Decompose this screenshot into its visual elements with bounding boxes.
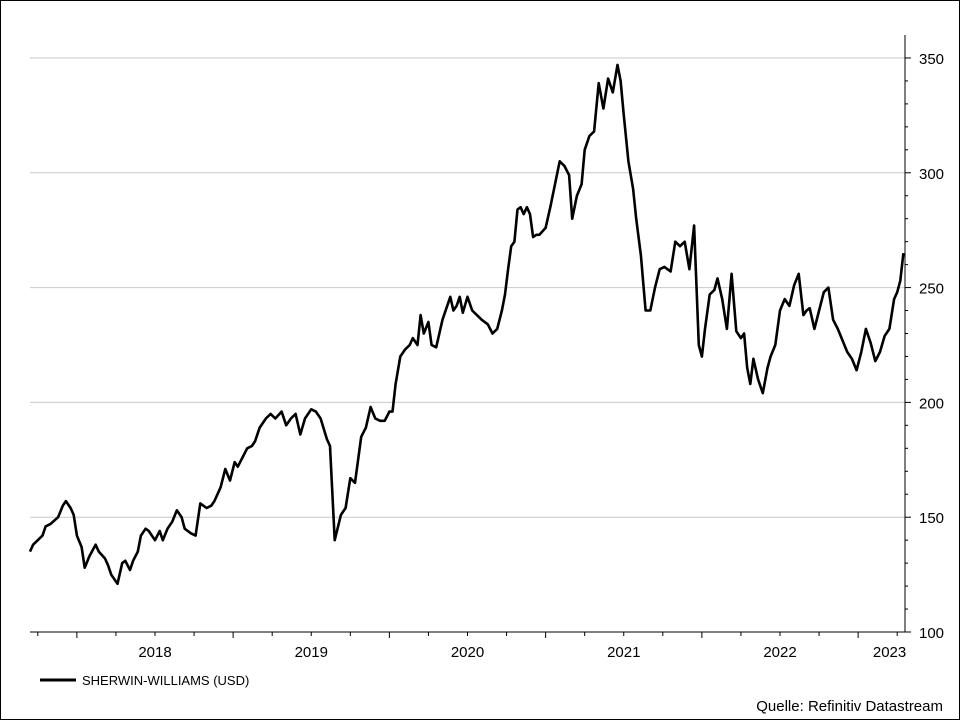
x-tick-label: 2019: [295, 644, 328, 661]
y-ticks: 100 150 200 250 300 350: [905, 51, 944, 642]
gridlines: [30, 57, 905, 518]
y-tick-label: 150: [919, 510, 944, 527]
x-tick-label: 2022: [763, 644, 796, 661]
series-line-sherwin-williams: [28, 63, 905, 586]
y-tick-label: 250: [919, 281, 944, 298]
x-tick-label: 2018: [138, 644, 171, 661]
series: [28, 63, 905, 586]
source-label: Quelle: Refinitiv Datastream: [756, 698, 943, 715]
y-tick-label: 300: [919, 166, 944, 183]
x-tick-label: 2020: [451, 644, 484, 661]
legend: SHERWIN-WILLIAMS (USD): [40, 673, 249, 688]
x-tick-label: 2021: [607, 644, 640, 661]
y-tick-label: 350: [919, 51, 944, 68]
x-ticks: 2018 2019 2020 2021 2022 2023: [37, 632, 906, 661]
y-tick-label: 200: [919, 395, 944, 412]
x-tick-label: 2023: [873, 644, 906, 661]
axes: [30, 35, 906, 633]
y-tick-label: 100: [919, 625, 944, 642]
legend-label: SHERWIN-WILLIAMS (USD): [82, 673, 249, 688]
